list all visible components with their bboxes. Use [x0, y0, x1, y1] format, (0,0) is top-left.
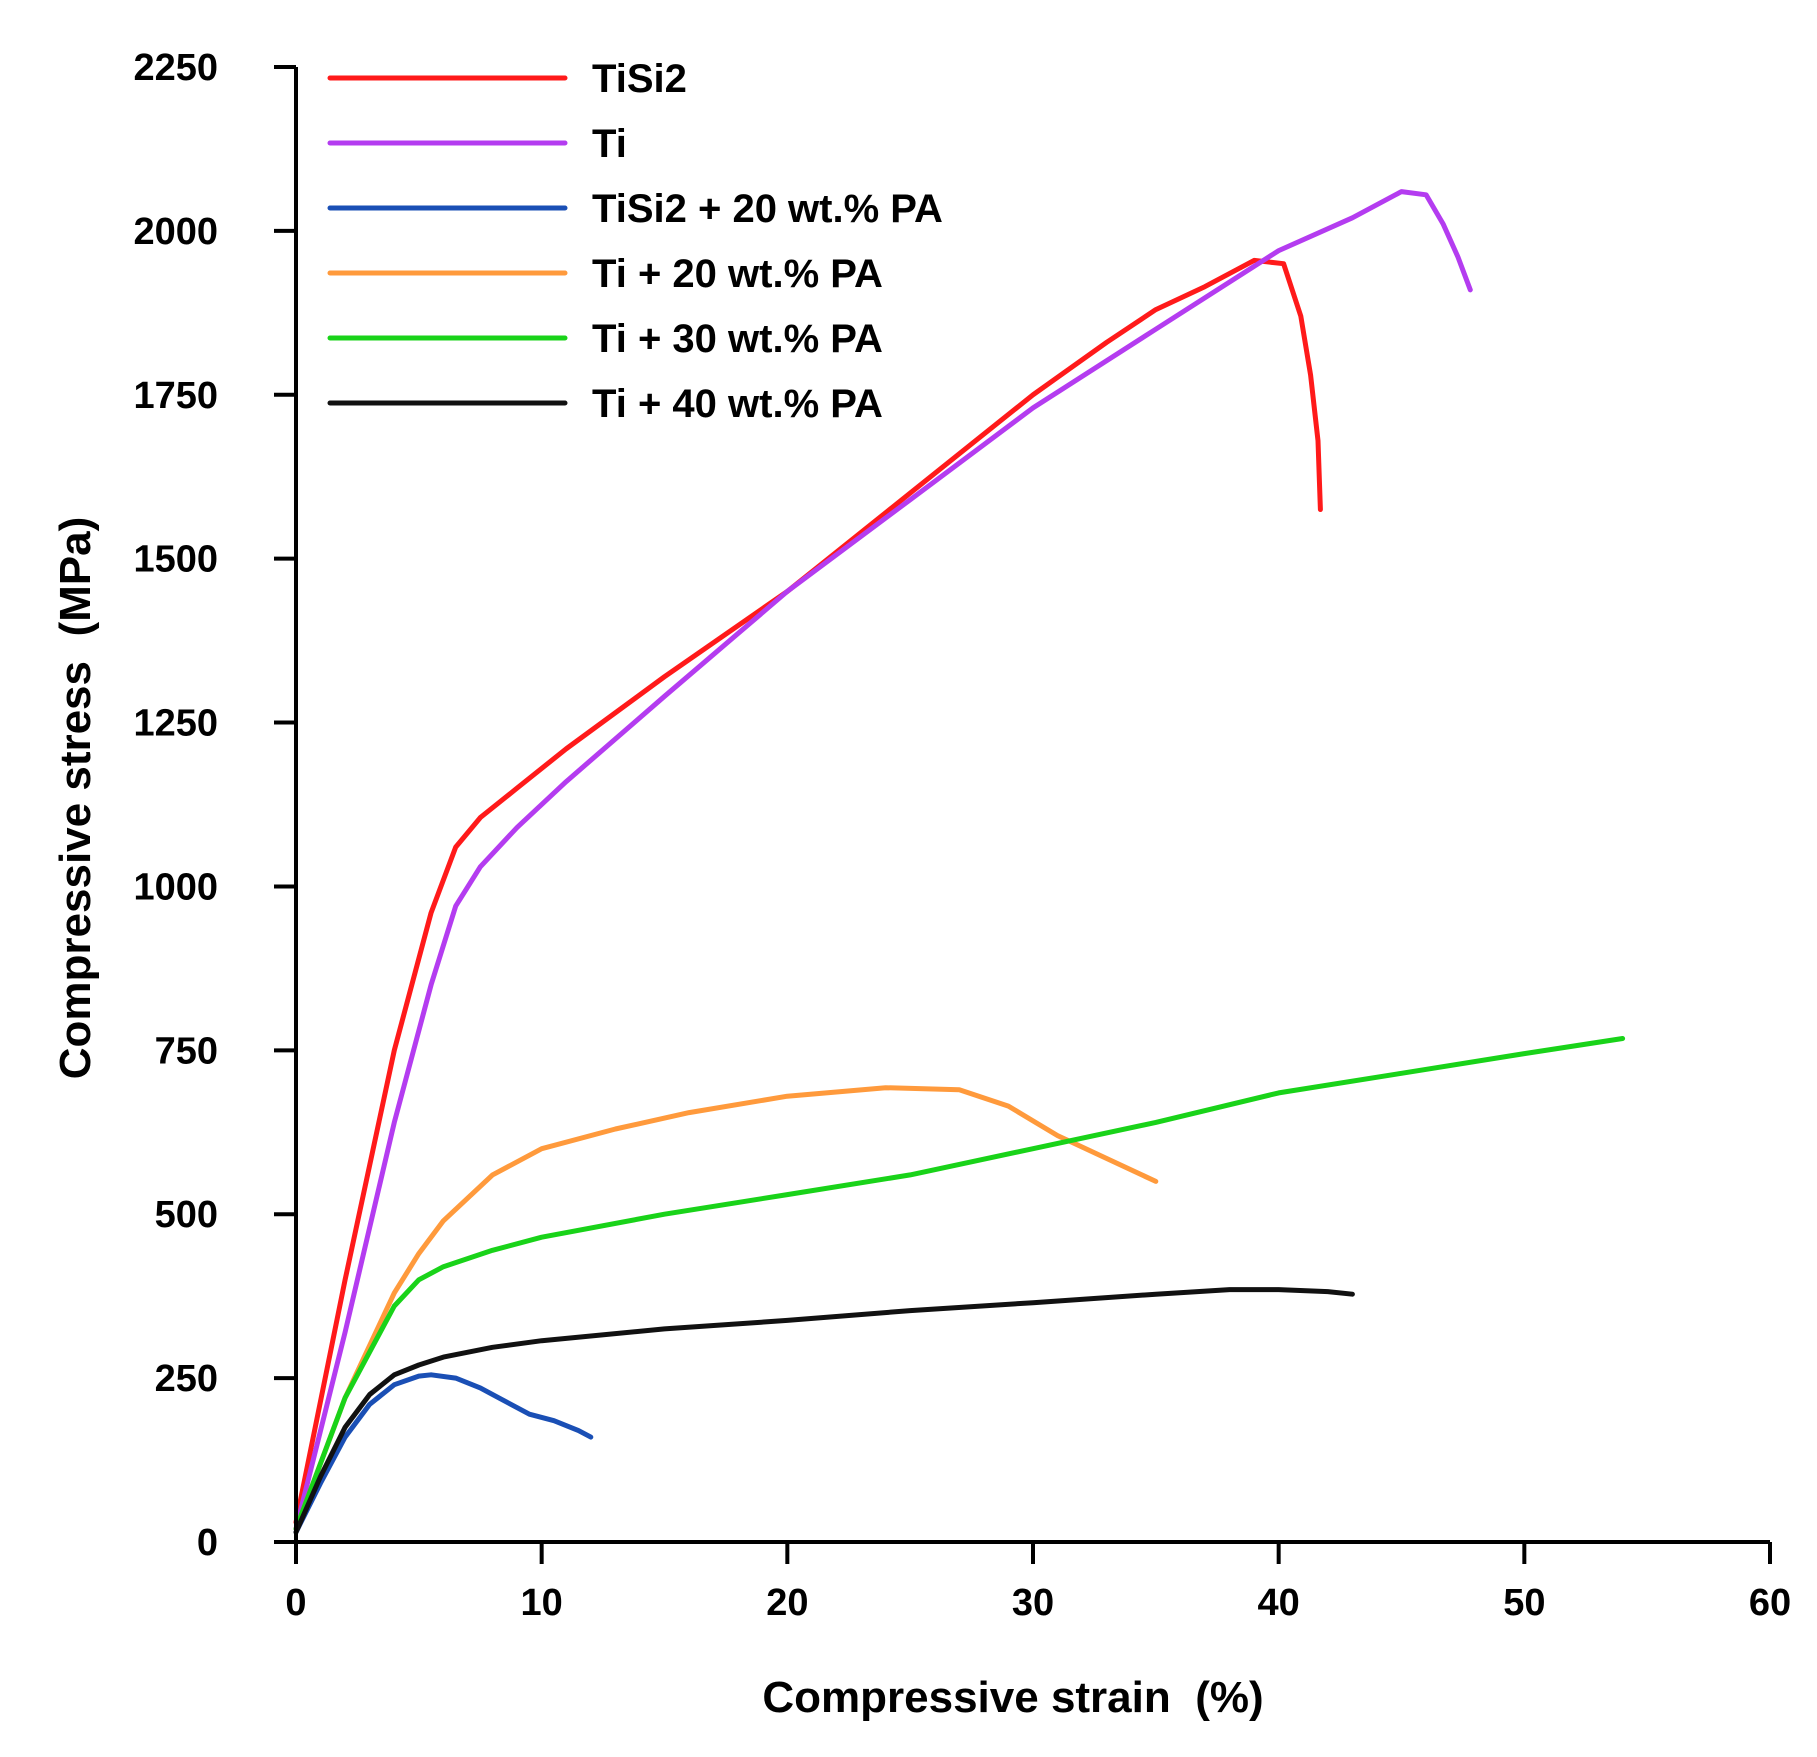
- y-axis-title: Compressive stress (MPa): [51, 517, 100, 1079]
- legend-label: TiSi2: [592, 57, 687, 101]
- x-tick-label: 10: [521, 1582, 563, 1624]
- x-tick-label: 40: [1258, 1582, 1300, 1624]
- legend: TiSi2 Ti TiSi2 + 20 wt.% PA Ti + 20 wt.% PA…: [327, 57, 943, 426]
- y-tick-label: 1250: [133, 703, 218, 745]
- x-tick-label: 20: [766, 1582, 808, 1624]
- x-axis-title: Compressive strain (%): [762, 1673, 1263, 1722]
- legend-label: Ti + 40 wt.% PA: [592, 382, 883, 426]
- series-line-2: [293, 189, 1473, 1532]
- legend-label: Ti + 30 wt.% PA: [592, 317, 883, 361]
- series-line-5: [293, 1036, 1626, 1532]
- series-line-3: [293, 1372, 594, 1535]
- axis-ticks: 0 250 500 750 1000 1250 1500 1750 2000 2250 0 10 20 3…: [133, 47, 1791, 1624]
- legend-label: Ti: [592, 122, 627, 166]
- series-line-6: [293, 1287, 1355, 1535]
- x-tick-label: 0: [285, 1582, 306, 1624]
- y-tick-label: 2250: [133, 47, 218, 89]
- legend-label: Ti + 20 wt.% PA: [592, 252, 883, 296]
- series-line-1: [293, 257, 1323, 1525]
- y-tick-label: 1000: [133, 866, 218, 908]
- legend-label: TiSi2 + 20 wt.% PA: [592, 187, 943, 231]
- x-tick-label: 60: [1749, 1582, 1791, 1624]
- y-tick-label: 250: [155, 1358, 218, 1400]
- series-line-4: [293, 1085, 1159, 1532]
- x-tick-label: 50: [1503, 1582, 1545, 1624]
- plot-series: [293, 189, 1626, 1535]
- y-tick-label: 2000: [133, 211, 218, 253]
- x-tick-label: 30: [1012, 1582, 1054, 1624]
- y-tick-label: 500: [155, 1194, 218, 1236]
- y-tick-label: 750: [155, 1030, 218, 1072]
- axes: [294, 67, 1770, 1544]
- y-tick-label: 1500: [133, 539, 218, 581]
- y-tick-label: 1750: [133, 375, 218, 417]
- y-tick-label: 0: [197, 1522, 218, 1564]
